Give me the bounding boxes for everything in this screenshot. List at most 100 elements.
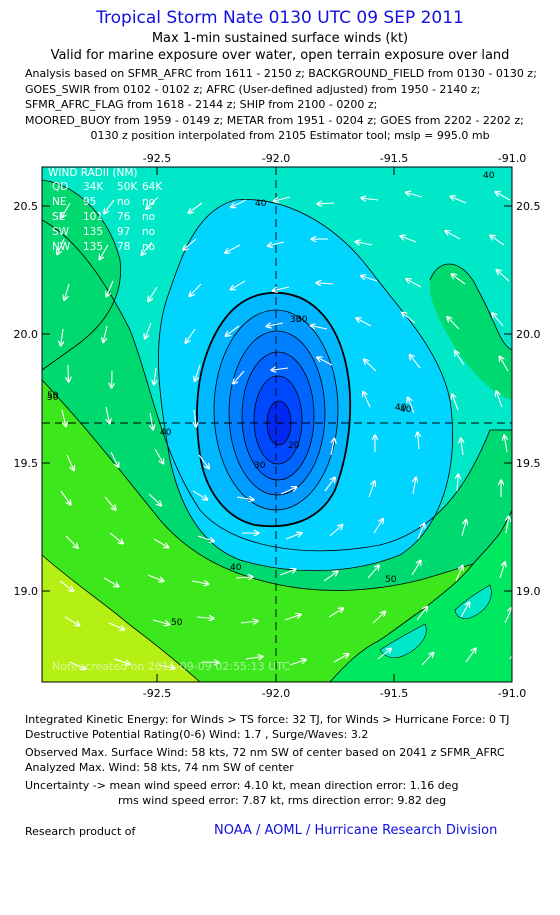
wind-radii-cell: no xyxy=(142,226,155,238)
wind-vector-arrow xyxy=(496,391,503,408)
wind-vector-arrow xyxy=(328,608,343,618)
wind-radii-cell: 101 xyxy=(83,211,103,223)
y-tick-label-right: 20.5 xyxy=(516,200,541,213)
wind-vector-arrow xyxy=(104,199,115,213)
wind-vector-arrow xyxy=(406,279,422,288)
wind-vector-arrow xyxy=(361,276,378,282)
wind-radii-cell: 135 xyxy=(83,241,103,253)
y-tick-label-left: 20.0 xyxy=(14,328,39,341)
wind-vector-arrow xyxy=(274,196,291,201)
wind-radii-cell: 97 xyxy=(117,226,130,238)
wind-vector-arrow xyxy=(226,325,240,336)
wind-vector-arrow xyxy=(418,432,419,450)
wind-vector-arrow xyxy=(240,621,258,623)
y-tick-label-right: 19.0 xyxy=(516,585,541,598)
wind-vector-arrow xyxy=(311,326,328,330)
analysis-line: MOORED_BUOY from 1959 - 0149 z; METAR fr… xyxy=(25,113,524,127)
wind-vector-arrow xyxy=(465,648,476,663)
field-55kt xyxy=(42,555,200,682)
wind-vector-arrow xyxy=(408,398,415,414)
wind-vector-arrow xyxy=(233,370,245,384)
contour-label: 40 xyxy=(160,428,172,438)
uncertainty-rms-text: rms wind speed error: 7.87 kt, rms direc… xyxy=(118,794,447,807)
wind-radii-title: WIND RADII (NM) xyxy=(48,167,138,179)
wind-vector-arrow xyxy=(108,622,124,630)
wind-vector-arrow xyxy=(231,199,247,207)
wind-vector-arrow xyxy=(66,454,74,470)
wind-vector-arrow xyxy=(65,535,78,548)
observed-max-wind-text: Observed Max. Surface Wind: 58 kts, 72 n… xyxy=(25,746,505,759)
wind-vector-arrow xyxy=(103,577,118,586)
wind-vector-arrow xyxy=(279,569,296,576)
wind-radii-cell: no xyxy=(142,241,155,253)
wind-vector-arrow xyxy=(271,368,289,370)
wind-vector-arrow xyxy=(364,359,377,372)
uncertainty-mean-text: Uncertainty -> mean wind speed error: 4.… xyxy=(25,779,459,792)
wind-vector-arrow xyxy=(372,612,385,624)
y-tick-label-right: 20.0 xyxy=(516,328,541,341)
destructive-potential-text: Destructive Potential Rating(0-6) Wind: … xyxy=(25,728,369,741)
wind-vector-arrow xyxy=(197,535,214,541)
wind-vector-arrow xyxy=(285,533,302,540)
wind-radii-header-cell: 64K xyxy=(142,181,163,193)
wind-vector-arrow xyxy=(268,241,285,246)
wind-vector-arrow xyxy=(109,532,123,544)
wind-vector-arrow xyxy=(69,661,85,669)
x-tick-label-bottom: -91.0 xyxy=(498,687,526,700)
analysis-line: GOES_SWIR from 0102 - 0102 z; AFRC (User… xyxy=(25,82,481,96)
wind-vector-arrow xyxy=(64,283,70,300)
contour-label: 20 xyxy=(288,441,300,451)
contour-label: 40 xyxy=(230,563,242,573)
wind-vector-arrow xyxy=(148,286,158,301)
wind-vector-arrow xyxy=(499,562,505,579)
wind-vector-arrow xyxy=(492,313,504,327)
research-product-label: Research product of xyxy=(25,825,136,838)
wind-vector-arrow xyxy=(61,328,63,346)
wind-radii-cell: NW xyxy=(52,241,71,253)
wind-radii-header-cell: 34K xyxy=(83,181,104,193)
contour-label: 50 xyxy=(171,618,183,628)
wind-vector-arrow xyxy=(145,322,152,339)
wind-vector-arrow xyxy=(235,577,253,578)
wind-vector-arrow xyxy=(413,478,416,495)
wind-vector-arrow xyxy=(410,355,421,369)
wind-vector-arrow xyxy=(490,235,505,246)
land-mass xyxy=(329,509,512,682)
contour-label: 30 xyxy=(290,315,302,325)
wind-vector-arrow xyxy=(110,451,118,467)
wind-vector-arrow xyxy=(416,607,427,621)
wind-vector-arrow xyxy=(421,653,433,666)
wind-vector-arrow xyxy=(57,238,65,254)
wind-vector-arrow xyxy=(373,519,383,534)
noaa-aoml-link[interactable]: NOAA / AOML / Hurricane Research Divisio… xyxy=(214,823,498,838)
wind-vector-arrow xyxy=(317,203,335,204)
contour-label: 40 xyxy=(400,405,412,415)
x-tick-label-top: -91.0 xyxy=(498,152,526,165)
wind-vector-arrow xyxy=(330,439,334,456)
axis-tick-labels: -92.5 -92.0 -91.5 -91.0 -92.5 -92.0 -91.… xyxy=(14,152,541,700)
wind-vector-arrow xyxy=(324,478,335,492)
wind-vector-arrow xyxy=(192,490,207,500)
wind-vector-arrow xyxy=(329,525,342,537)
wind-vector-arrow xyxy=(157,665,174,668)
wind-vector-arrow xyxy=(64,616,79,625)
wind-radii-cell: no xyxy=(142,211,155,223)
wind-radii-cell: 78 xyxy=(117,241,130,253)
x-tick-label-bottom: -91.5 xyxy=(380,687,408,700)
creation-watermark: Note: created on 2011-09-09 02:55:13 UTC xyxy=(52,660,290,673)
wind-vector-arrow xyxy=(400,236,417,243)
wind-vector-arrow xyxy=(497,270,510,282)
wind-vector-arrow xyxy=(231,280,246,290)
x-tick-label-top: -91.5 xyxy=(380,152,408,165)
wind-vector-arrow xyxy=(189,283,202,296)
wind-vector-arrow xyxy=(189,202,203,213)
wind-vector-arrow xyxy=(225,244,241,253)
wind-vector-arrow xyxy=(455,566,463,582)
wind-vector-arrow xyxy=(153,538,168,548)
wind-vector-arrow xyxy=(500,357,509,372)
coastline-bay xyxy=(454,584,492,619)
wind-vector-arrow xyxy=(406,193,423,198)
wind-radii-cell: no xyxy=(117,196,130,208)
field-50kt xyxy=(42,380,512,682)
